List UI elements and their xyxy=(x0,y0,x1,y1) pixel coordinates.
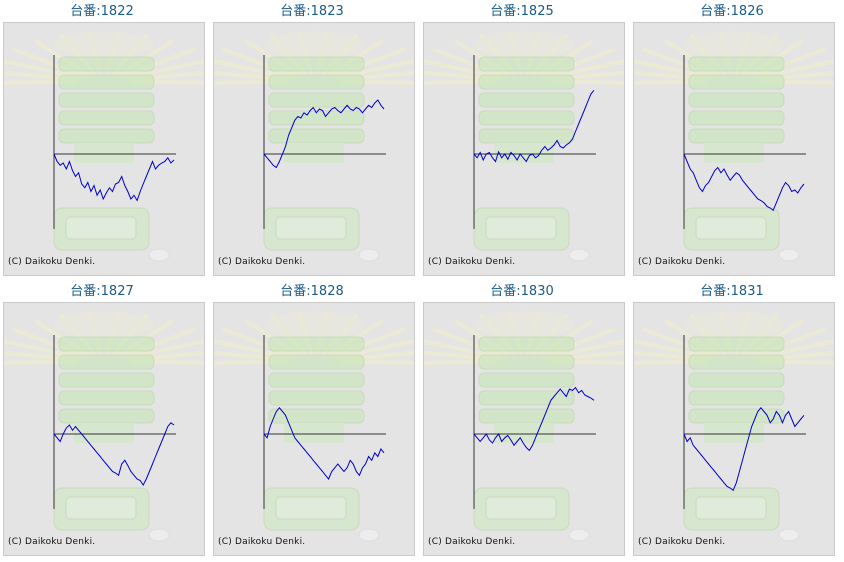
chart-panel: (C) Daikoku Denki. xyxy=(213,22,415,276)
chart-cell: 台番:1822 (C) Daikoku Denki. xyxy=(0,0,205,276)
copyright-text: (C) Daikoku Denki. xyxy=(8,257,96,267)
series-line xyxy=(683,153,805,212)
slump-graph xyxy=(424,311,624,542)
chart-cell: 台番:1827 (C) Daikoku Denki. xyxy=(0,280,205,556)
slump-graph xyxy=(4,311,204,542)
chart-cell: 台番:1823 (C) Daikoku Denki. xyxy=(210,0,415,276)
chart-panel: (C) Daikoku Denki. xyxy=(3,302,205,556)
slump-graph xyxy=(424,31,624,262)
chart-title[interactable]: 台番:1826 xyxy=(700,4,764,19)
chart-cell: 台番:1831 (C) Daikoku Denki. xyxy=(630,280,835,556)
machine-illustration xyxy=(683,311,800,542)
slump-graph xyxy=(214,31,414,262)
copyright-text: (C) Daikoku Denki. xyxy=(218,537,306,547)
series-line xyxy=(473,89,595,163)
chart-title[interactable]: 台番:1828 xyxy=(280,284,344,299)
series-line xyxy=(473,386,595,452)
copyright-text: (C) Daikoku Denki. xyxy=(638,257,726,267)
slump-graph xyxy=(634,311,834,542)
machine-illustration xyxy=(263,311,380,542)
chart-cell: 台番:1825 (C) Daikoku Denki. xyxy=(420,0,625,276)
machine-illustration xyxy=(473,31,590,262)
chart-panel: (C) Daikoku Denki. xyxy=(3,22,205,276)
copyright-text: (C) Daikoku Denki. xyxy=(428,537,516,547)
copyright-text: (C) Daikoku Denki. xyxy=(638,537,726,547)
machine-illustration xyxy=(53,311,170,542)
copyright-text: (C) Daikoku Denki. xyxy=(218,257,306,267)
machine-illustration xyxy=(263,31,380,262)
chart-title[interactable]: 台番:1825 xyxy=(490,4,554,19)
chart-panel: (C) Daikoku Denki. xyxy=(423,22,625,276)
chart-cell: 台番:1828 (C) Daikoku Denki. xyxy=(210,280,415,556)
slump-graph xyxy=(214,311,414,542)
chart-panel: (C) Daikoku Denki. xyxy=(213,302,415,556)
chart-panel: (C) Daikoku Denki. xyxy=(423,302,625,556)
series-line xyxy=(263,407,385,480)
machine-illustration xyxy=(53,31,170,262)
slump-graph xyxy=(4,31,204,262)
chart-title[interactable]: 台番:1827 xyxy=(70,284,134,299)
copyright-text: (C) Daikoku Denki. xyxy=(428,257,516,267)
machine-illustration xyxy=(473,311,590,542)
series-line xyxy=(683,407,805,492)
chart-title[interactable]: 台番:1823 xyxy=(280,4,344,19)
chart-panel: (C) Daikoku Denki. xyxy=(633,22,835,276)
chart-cell: 台番:1826 (C) Daikoku Denki. xyxy=(630,0,835,276)
chart-title[interactable]: 台番:1822 xyxy=(70,4,134,19)
copyright-text: (C) Daikoku Denki. xyxy=(8,537,96,547)
series-line xyxy=(263,99,385,169)
slump-graph xyxy=(634,31,834,262)
chart-title[interactable]: 台番:1830 xyxy=(490,284,554,299)
chart-title[interactable]: 台番:1831 xyxy=(700,284,764,299)
chart-panel: (C) Daikoku Denki. xyxy=(633,302,835,556)
chart-cell: 台番:1830 (C) Daikoku Denki. xyxy=(420,280,625,556)
series-line xyxy=(53,422,175,486)
series-line xyxy=(53,153,175,202)
machine-illustration xyxy=(683,31,800,262)
